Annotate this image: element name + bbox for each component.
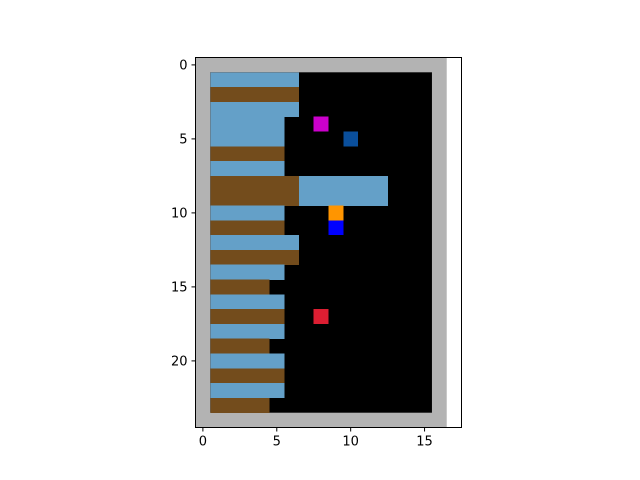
dirt-tile (210, 397, 270, 413)
dirt-tile (210, 368, 285, 384)
dirt-tile (210, 146, 285, 162)
dirt-tile (210, 249, 300, 265)
water-tile (298, 190, 388, 206)
x-tick-label: 5 (273, 435, 281, 450)
orange-object (328, 205, 344, 221)
dirt-tile (210, 309, 285, 325)
x-tick-label: 0 (199, 435, 207, 450)
dirt-tile (210, 338, 270, 354)
x-tick-label: 10 (342, 435, 359, 450)
red-object (313, 309, 329, 324)
plot-area (195, 57, 447, 428)
water-tile (210, 264, 285, 280)
y-tick-label: 10 (171, 206, 188, 221)
water-tile (298, 175, 388, 191)
water-tile (210, 116, 285, 132)
water-tile (210, 161, 285, 177)
dirt-tile (210, 175, 300, 191)
water-tile (210, 353, 285, 369)
water-tile (210, 383, 285, 399)
water-tile (210, 235, 300, 251)
darkblue-object (343, 131, 359, 147)
dirt-tile (210, 220, 285, 236)
water-tile (210, 72, 300, 88)
water-tile (210, 205, 285, 221)
y-tick-label: 0 (179, 58, 187, 73)
y-tick-label: 15 (171, 280, 188, 295)
axes-border (195, 57, 462, 428)
axes-frame (195, 57, 462, 428)
magenta-object (313, 116, 329, 132)
y-tick-label: 20 (171, 354, 188, 369)
blue-object (328, 220, 344, 236)
water-tile (210, 131, 285, 147)
dirt-tile (210, 87, 300, 103)
dirt-tile (210, 190, 300, 206)
x-tick-label: 15 (416, 435, 433, 450)
water-tile (210, 101, 300, 117)
water-tile (210, 323, 285, 339)
dirt-tile (210, 279, 270, 295)
y-tick-label: 5 (179, 132, 187, 147)
x-axis: 0 5 10 15 (199, 427, 433, 450)
water-tile (210, 294, 285, 310)
y-axis: 0 5 10 15 20 (171, 58, 196, 369)
